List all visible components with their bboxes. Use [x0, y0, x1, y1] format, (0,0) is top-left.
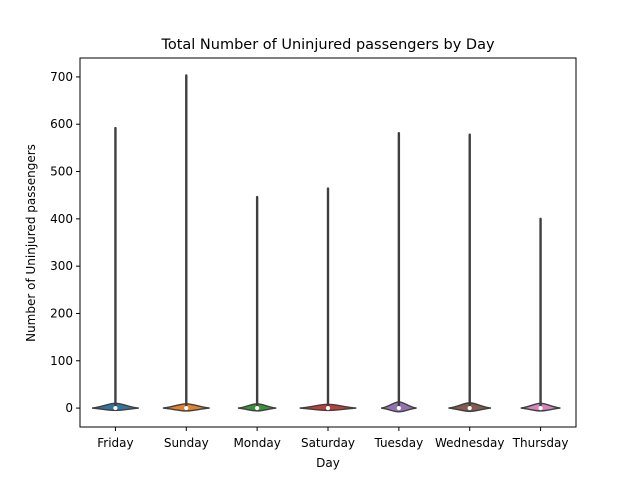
violin-median-wednesday: [467, 405, 472, 411]
violin-monday: [237, 195, 277, 412]
violin-median-monday: [255, 405, 260, 411]
violin-friday: [91, 126, 139, 412]
y-tick-label: 200: [50, 306, 73, 320]
x-tick-label-wednesday: Wednesday: [435, 436, 504, 450]
x-tick-label-thursday: Thursday: [512, 436, 569, 450]
violin-thursday: [520, 217, 561, 412]
y-tick-label: 600: [50, 117, 73, 131]
x-axis: Friday Sunday Monday Saturday Tuesday Wednesd…: [97, 427, 568, 450]
y-tick-label: 0: [65, 401, 73, 415]
x-tick-label-friday: Friday: [97, 436, 133, 450]
y-tick-label: 300: [50, 259, 73, 273]
x-tick-label-monday: Monday: [233, 436, 280, 450]
x-tick-label-sunday: Sunday: [164, 436, 209, 450]
violin-saturday: [299, 187, 357, 412]
violin-tuesday: [381, 132, 417, 413]
violin-wednesday: [448, 133, 492, 413]
y-axis-label: Number of Uninjured passengers: [24, 144, 38, 342]
violin-sunday: [162, 74, 210, 412]
x-axis-label: Day: [316, 456, 340, 470]
x-tick-label-saturday: Saturday: [301, 436, 355, 450]
y-tick-label: 100: [50, 354, 73, 368]
plot-area: [91, 74, 561, 413]
chart-title: Total Number of Uninjured passengers by …: [160, 37, 495, 53]
y-tick-label: 700: [50, 70, 73, 84]
violin-median-friday: [113, 405, 118, 411]
x-tick-label-tuesday: Tuesday: [373, 436, 423, 450]
violin-median-thursday: [538, 405, 543, 411]
violin-median-saturday: [325, 405, 331, 411]
y-axis: 0 100 200 300 400 500 600 700: [50, 70, 80, 415]
y-tick-label: 500: [50, 165, 73, 179]
violin-median-tuesday: [396, 405, 401, 411]
y-tick-label: 400: [50, 212, 73, 226]
violin-median-sunday: [184, 405, 189, 411]
